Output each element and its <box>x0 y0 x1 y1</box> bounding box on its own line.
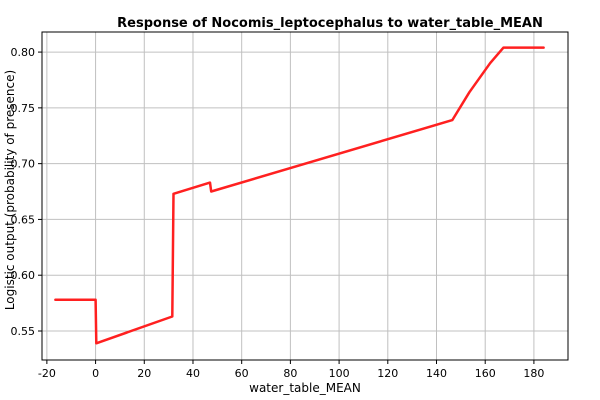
series-layer <box>54 46 545 345</box>
y-tick-label: 0.60 <box>11 269 36 282</box>
plot-area <box>41 31 569 361</box>
x-tick-label: 20 <box>137 367 151 380</box>
y-tick-label: 0.75 <box>11 102 36 115</box>
x-tick-label: 120 <box>377 367 398 380</box>
x-tick-label: 0 <box>92 367 99 380</box>
y-tick-label: 0.55 <box>11 325 36 338</box>
y-tick-label: 0.80 <box>11 46 36 59</box>
x-tick-label: 140 <box>426 367 447 380</box>
x-tick-label: 80 <box>283 367 297 380</box>
x-tick-label: 100 <box>329 367 350 380</box>
y-axis-label: Logistic output (probability of presence… <box>3 70 17 310</box>
y-tick-label: 0.65 <box>11 213 36 226</box>
x-tick-label: 60 <box>235 367 249 380</box>
x-tick-label: 180 <box>523 367 544 380</box>
y-tick-label: 0.70 <box>11 158 36 171</box>
x-tick-label: 160 <box>475 367 496 380</box>
x-axis-label: water_table_MEAN <box>249 381 361 395</box>
chart-title: Response of Nocomis_leptocephalus to wat… <box>117 16 543 31</box>
grid <box>42 32 568 360</box>
x-tick-label: 40 <box>186 367 200 380</box>
axis-ticks: -20 0 20 40 60 80 100 120 140 160 180 0.55 0.60 0.65 0… <box>11 46 545 380</box>
response-curve-line <box>54 46 545 345</box>
x-tick-label: -20 <box>38 367 56 380</box>
